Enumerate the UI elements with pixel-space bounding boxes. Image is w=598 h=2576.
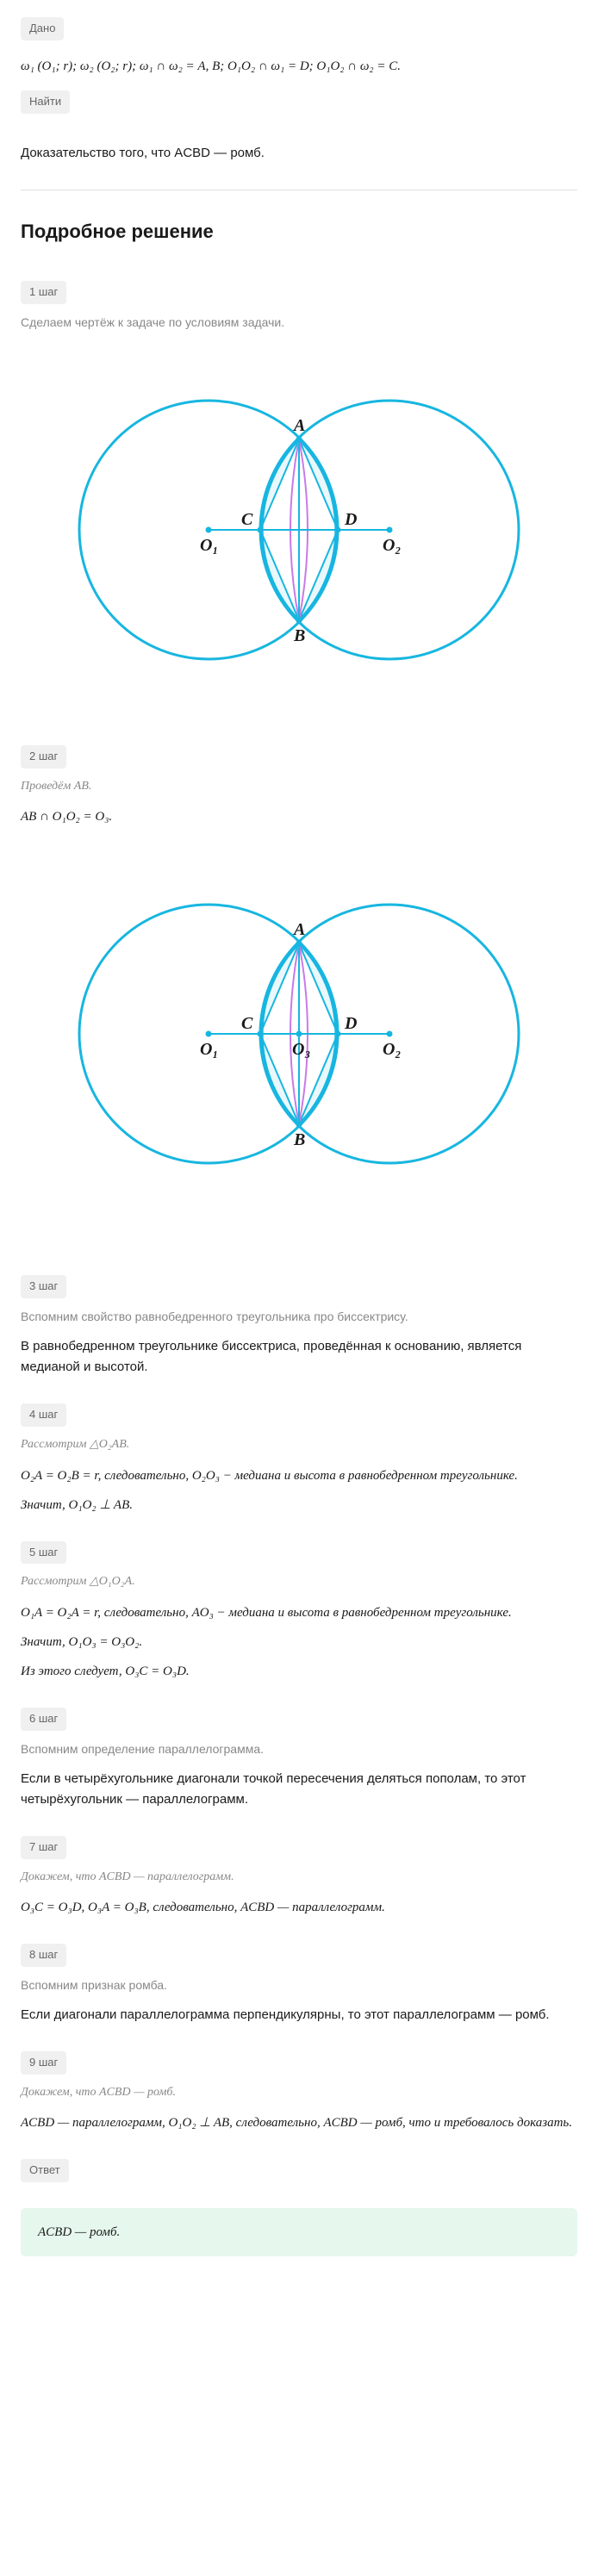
step-5-muted: Рассмотрим △O₁O₂A.: [21, 1572, 577, 1591]
step-7-muted: Докажем, что ACBD — параллелограмм.: [21, 1868, 577, 1887]
step-3-body: В равнобедренном треугольнике биссектрис…: [21, 1336, 577, 1378]
svg-text:B: B: [293, 1130, 305, 1149]
step-5-body-1: O₁A = O₂A = r, следовательно, AO₃ − меди…: [21, 1602, 577, 1623]
svg-text:A: A: [292, 920, 305, 939]
proof-statement: Доказательство того, что ACBD — ромб.: [21, 143, 577, 164]
diagram-1: A B C D O₁ O₂: [58, 358, 540, 702]
svg-text:O₁: O₁: [200, 536, 218, 555]
svg-text:D: D: [344, 510, 357, 529]
svg-text:C: C: [241, 1014, 253, 1033]
step-1-muted: Сделаем чертёж к задаче по условиям зада…: [21, 313, 577, 332]
step-tag-4: 4 шаг: [21, 1403, 66, 1427]
step-8-body: Если диагонали параллелограмма перпендик…: [21, 2005, 577, 2025]
step-7-body: O₃C = O₃D, O₃A = O₃B, следовательно, ACB…: [21, 1897, 577, 1918]
step-5-body-2: Значит, O₁O₃ = O₃O₂.: [21, 1632, 577, 1652]
step-6-body: Если в четырёхугольнике диагонали точкой…: [21, 1769, 577, 1810]
find-tag: Найти: [21, 90, 70, 114]
step-tag-1: 1 шаг: [21, 281, 66, 304]
answer-text: ACBD — ромб.: [38, 2225, 120, 2239]
step-tag-7: 7 шаг: [21, 1836, 66, 1859]
svg-text:C: C: [241, 510, 253, 529]
given-math: ω₁ (O₁; r); ω₂ (O₂; r); ω₁ ∩ ω₂ = A, B; …: [21, 56, 577, 77]
section-title: Подробное решение: [21, 216, 577, 246]
answer-tag: Ответ: [21, 2159, 69, 2182]
step-4-body-1: O₂A = O₂B = r, следовательно, O₂O₃ − мед…: [21, 1465, 577, 1486]
step-tag-9: 9 шаг: [21, 2051, 66, 2075]
step-2-body: AB ∩ O₁O₂ = O₃.: [21, 806, 577, 827]
step-6-muted: Вспомним определение параллелограмма.: [21, 1739, 577, 1758]
svg-text:O₂: O₂: [383, 536, 401, 555]
step-8-muted: Вспомним признак ромба.: [21, 1976, 577, 1994]
step-2-muted: Проведём AB.: [21, 777, 577, 796]
step-9-body: ACBD — параллелограмм, O₁O₂ ⊥ AB, следов…: [21, 2112, 577, 2133]
step-tag-3: 3 шаг: [21, 1275, 66, 1298]
svg-text:D: D: [344, 1014, 357, 1033]
step-tag-2: 2 шаг: [21, 745, 66, 768]
svg-text:O₂: O₂: [383, 1040, 401, 1059]
svg-text:O₃: O₃: [292, 1040, 310, 1059]
step-5-body-3: Из этого следует, O₃C = O₃D.: [21, 1661, 577, 1682]
given-tag: Дано: [21, 17, 64, 40]
step-9-muted: Докажем, что ACBD — ромб.: [21, 2083, 577, 2102]
svg-text:O₁: O₁: [200, 1040, 218, 1059]
step-4-body-2: Значит, O₁O₂ ⊥ AB.: [21, 1495, 577, 1515]
step-4-muted: Рассмотрим △O₂AB.: [21, 1435, 577, 1454]
step-tag-8: 8 шаг: [21, 1944, 66, 1967]
svg-text:A: A: [292, 416, 305, 435]
diagram-2: A B C D O₁ O₂ O₃: [58, 853, 540, 1232]
step-3-muted: Вспомним свойство равнобедренного треуго…: [21, 1307, 577, 1326]
svg-text:B: B: [293, 626, 305, 645]
answer-box: ACBD — ромб.: [21, 2208, 577, 2256]
step-tag-6: 6 шаг: [21, 1708, 66, 1731]
step-tag-5: 5 шаг: [21, 1541, 66, 1565]
